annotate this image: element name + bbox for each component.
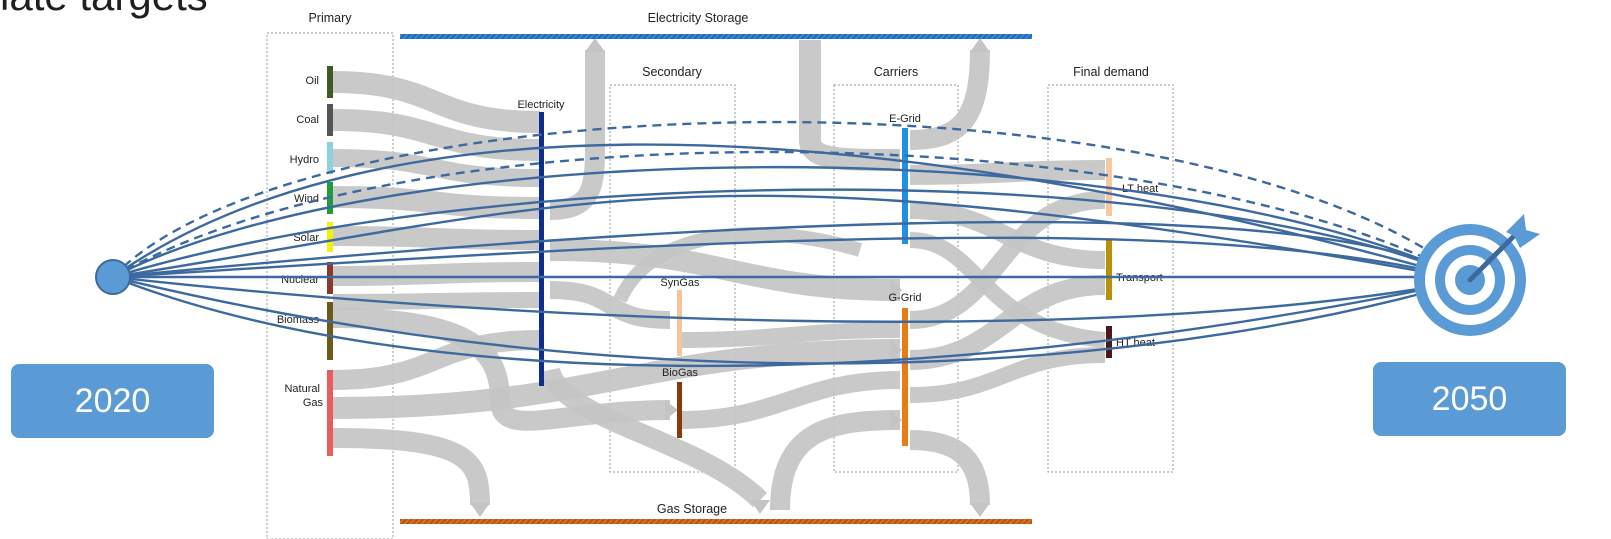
pathway-solid-2	[112, 165, 1471, 282]
label-natural-gas: Natural Gas	[284, 383, 323, 409]
label-oil: Oil	[306, 75, 319, 87]
secondary-labels: Electricity SynGas BioGas	[517, 99, 700, 379]
stage-titles: Primary Electricity Storage Secondary Ca…	[308, 11, 1148, 516]
label-wind: Wind	[294, 193, 319, 205]
flow-elec-storage-up	[549, 50, 605, 220]
stage-title-gas-storage: Gas Storage	[657, 502, 727, 516]
flow-ggrid-storage	[909, 430, 990, 506]
label-coal: Coal	[296, 114, 319, 126]
label-syngas: SynGas	[660, 277, 700, 289]
node-bar-biogas	[677, 382, 682, 438]
carrier-nodes	[902, 128, 908, 446]
end-year-box: 2050	[1373, 362, 1566, 436]
node-bar-solar	[327, 222, 333, 252]
flow-storage-ggrid	[770, 410, 901, 511]
stage-title-primary: Primary	[308, 11, 352, 25]
secondary-nodes	[539, 112, 682, 438]
flow-egrid-storage	[909, 49, 990, 150]
flow-elec-syngas	[549, 281, 671, 329]
pathway-dashed-second	[112, 150, 1471, 282]
label-egrid: E-Grid	[889, 113, 921, 125]
label-electricity: Electricity	[517, 99, 565, 111]
flow-gas-storage	[332, 428, 490, 506]
node-bar-ggrid	[902, 308, 908, 446]
start-year-box: 2020	[11, 364, 214, 438]
node-bar-electricity	[539, 112, 544, 386]
pathway-solid-3	[112, 188, 1471, 282]
label-ltheat: LT heat	[1122, 183, 1158, 195]
flow-gas-electricity	[332, 330, 541, 390]
flow-solar-electricity	[332, 226, 541, 250]
node-bar-natural-gas	[327, 370, 333, 456]
stage-title-final-demand: Final demand	[1073, 65, 1149, 79]
pathway-solid-1	[112, 143, 1471, 282]
flow-arrowheads	[470, 38, 990, 517]
pathway-lines	[112, 120, 1471, 368]
node-bar-syngas	[677, 290, 682, 356]
flow-wind-electricity	[332, 186, 541, 219]
electricity-storage-bar	[400, 34, 1032, 39]
flow-egrid-transport	[909, 201, 1106, 269]
node-bar-coal	[327, 104, 333, 136]
label-ggrid: G-Grid	[889, 292, 922, 304]
flow-ggrid-ltheat	[909, 191, 1106, 329]
circle-node-icon	[95, 259, 131, 295]
flow-nuclear-electricity	[332, 262, 541, 286]
slide-title: late targets	[0, 0, 208, 20]
node-bar-oil	[327, 66, 333, 98]
flow-syngas-ggrid	[679, 322, 901, 348]
node-bar-biomass	[327, 302, 333, 360]
pathway-solid-7	[112, 275, 1471, 368]
flow-coal-electricity	[332, 109, 541, 161]
node-bar-hydro	[327, 142, 333, 174]
pathway-solid-8	[112, 275, 1471, 365]
flow-elec-egrid	[549, 239, 901, 301]
stage-title-carriers: Carriers	[874, 65, 918, 79]
node-bar-egrid	[902, 128, 908, 244]
label-hydro: Hydro	[290, 154, 319, 166]
flow-biomass-electricity	[332, 292, 541, 310]
gas-storage-bar	[400, 519, 1032, 524]
target-bullseye-icon	[1414, 214, 1540, 336]
flow-biogas-ggrid	[679, 371, 901, 429]
node-bar-transport	[1106, 240, 1112, 300]
label-solar: Solar	[293, 232, 319, 244]
pathway-solid-6	[112, 275, 1471, 323]
flow-ggrid-htheat	[909, 347, 1106, 403]
flow-hydro-electricity	[332, 149, 541, 187]
primary-source-nodes	[327, 66, 333, 456]
pathway-solid-4	[112, 220, 1471, 282]
flow-gas-ggrid	[332, 339, 901, 419]
flow-oil-electricity	[332, 71, 541, 133]
node-bar-htheat	[1106, 326, 1112, 358]
flow-elec-storage-down	[540, 366, 768, 508]
label-biogas: BioGas	[662, 367, 699, 379]
carrier-labels: E-Grid G-Grid	[889, 113, 922, 304]
flow-storage-egrid	[799, 40, 901, 171]
pathway-dashed-upper	[112, 120, 1471, 281]
pathway-solid-9	[112, 194, 1471, 282]
stage-title-secondary: Secondary	[642, 65, 703, 79]
energy-flows	[332, 40, 1106, 511]
stage-title-electricity-storage: Electricity Storage	[648, 11, 749, 25]
